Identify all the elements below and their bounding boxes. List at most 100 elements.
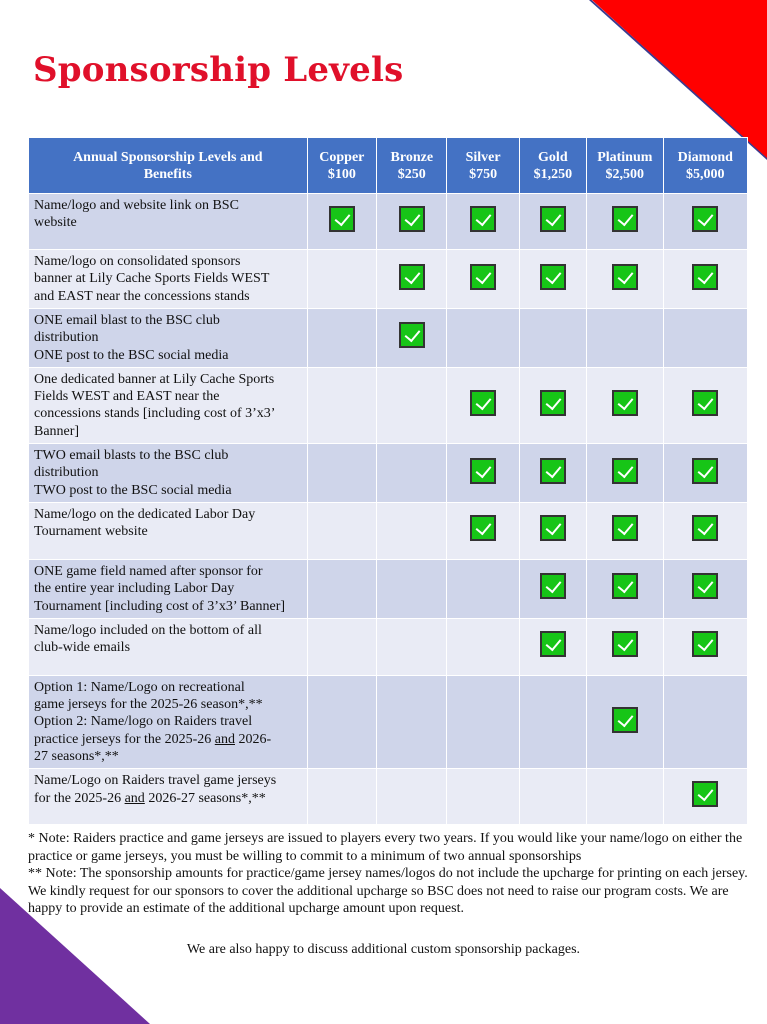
- table-row: Name/logo included on the bottom of all c…: [28, 617, 749, 676]
- benefit-line: website: [34, 215, 77, 231]
- benefit-cell: Name/Logo on Raiders travel game jerseys…: [28, 768, 308, 826]
- checkmark-icon: [611, 389, 638, 416]
- level-cell-copper: [306, 617, 378, 676]
- level-cell-bronze: [376, 617, 448, 676]
- benefit-line: Name/logo on consolidated sponsors: [34, 254, 241, 269]
- checkmark-icon: [470, 206, 497, 232]
- benefit-cell: Name/logo and website link on BSC website: [28, 193, 308, 250]
- level-cell-silver: [446, 308, 520, 368]
- checkmark-icon: [692, 781, 719, 808]
- footnote-upcharge: ** Note: The sponsorship amounts for pra…: [28, 866, 748, 916]
- level-cell-copper: [306, 674, 378, 770]
- level-cell-diamond: [662, 558, 749, 619]
- level-cell-platinum: [586, 308, 664, 368]
- level-cell-silver: [446, 617, 520, 676]
- level-cell-silver: [446, 558, 520, 619]
- level-cell-gold: [518, 617, 588, 676]
- level-cell-diamond: [662, 443, 749, 503]
- checkmark-icon: [470, 515, 497, 542]
- header-line: Benefits: [143, 166, 192, 182]
- level-cell-diamond: [662, 308, 749, 368]
- checkmark-icon: [611, 263, 638, 290]
- footnote-jersey-commitment: * Note: Raiders practice and game jersey…: [28, 831, 743, 864]
- checkmark-icon: [398, 263, 425, 290]
- benefit-line: the entire year including Labor Day: [34, 581, 235, 597]
- benefit-line: ONE game field named after sponsor for: [34, 563, 263, 579]
- checkmark-icon: [692, 263, 719, 290]
- checkmark-icon: [539, 573, 566, 600]
- level-cell-copper: [306, 558, 378, 619]
- level-cell-gold: [518, 674, 588, 770]
- checkmark-icon: [539, 263, 566, 290]
- level-header-gold: Gold $1,250: [518, 137, 588, 194]
- table-header-row: Annual Sponsorship Levels and Benefits Co…: [28, 137, 749, 194]
- level-price: $100: [327, 166, 356, 182]
- benefit-line: 27 seasons*,**: [34, 749, 119, 765]
- benefit-line: for the 2025-26 and 2026-27 seasons*,**: [34, 790, 266, 806]
- benefit-line: ONE post to the BSC social media: [34, 347, 229, 363]
- benefit-cell: Name/logo on the dedicated Labor Day Tour…: [28, 501, 308, 560]
- level-header-copper: Copper $100: [306, 137, 378, 194]
- level-cell-platinum: [586, 768, 664, 826]
- level-cell-bronze: [376, 768, 448, 826]
- level-cell-copper: [306, 443, 378, 503]
- level-cell-copper: [306, 308, 378, 368]
- level-cell-diamond: [662, 249, 749, 309]
- benefit-line: and EAST near the concessions stands: [34, 288, 250, 304]
- benefit-cell: One dedicated banner at Lily Cache Sport…: [28, 366, 308, 445]
- level-cell-diamond: [662, 193, 749, 250]
- level-cell-bronze: [376, 674, 448, 770]
- benefit-cell: Name/logo on consolidated sponsors banner…: [28, 249, 308, 309]
- checkmark-icon: [470, 457, 497, 484]
- level-cell-copper: [306, 193, 378, 250]
- level-cell-platinum: [586, 674, 664, 770]
- benefit-line: Option 2: Name/logo on Raiders travel: [34, 714, 253, 730]
- level-cell-silver: [446, 249, 520, 309]
- benefit-line: distribution: [34, 330, 99, 346]
- level-cell-silver: [446, 501, 520, 560]
- benefit-line: Tournament [including cost of 3’x3’ Bann…: [34, 598, 286, 614]
- level-cell-gold: [518, 558, 588, 619]
- footnotes: * Note: Raiders practice and game jersey…: [28, 830, 748, 918]
- level-cell-gold: [518, 366, 588, 445]
- checkmark-icon: [539, 515, 566, 542]
- checkmark-icon: [611, 631, 638, 658]
- level-price: $5,000: [686, 166, 725, 182]
- level-cell-diamond: [662, 768, 749, 826]
- level-name: Bronze: [390, 149, 434, 165]
- checkmark-icon: [470, 263, 497, 290]
- level-cell-gold: [518, 193, 588, 250]
- checkmark-icon: [611, 706, 638, 733]
- table-row: ONE game field named after sponsor for th…: [28, 558, 749, 619]
- checkmark-icon: [692, 515, 719, 542]
- checkmark-icon: [539, 389, 566, 416]
- level-cell-platinum: [586, 193, 664, 250]
- benefit-line: Name/logo on the dedicated Labor Day: [34, 506, 256, 522]
- level-cell-bronze: [376, 501, 448, 560]
- level-cell-gold: [518, 308, 588, 368]
- level-cell-platinum: [586, 366, 664, 445]
- level-cell-platinum: [586, 617, 664, 676]
- level-cell-gold: [518, 443, 588, 503]
- level-cell-platinum: [586, 443, 664, 503]
- level-cell-platinum: [586, 501, 664, 560]
- level-cell-silver: [446, 193, 520, 250]
- level-cell-diamond: [662, 674, 749, 770]
- closing-note: We are also happy to discuss additional …: [186, 942, 581, 957]
- table-row: Name/Logo on Raiders travel game jerseys…: [28, 768, 749, 826]
- benefit-line: One dedicated banner at Lily Cache Sport…: [34, 371, 275, 387]
- checkmark-icon: [692, 206, 719, 232]
- table-row: Name/logo on consolidated sponsors banner…: [28, 249, 749, 309]
- level-cell-bronze: [376, 558, 448, 619]
- benefit-line: Name/Logo on Raiders travel game jerseys: [34, 773, 277, 789]
- benefit-line: TWO post to the BSC social media: [34, 482, 232, 498]
- header-line: Annual Sponsorship Levels and: [73, 149, 263, 165]
- level-name: Copper: [319, 149, 365, 165]
- benefit-cell: ONE email blast to the BSC club distribut…: [28, 308, 308, 368]
- table-row: TWO email blasts to the BSC club distribu…: [28, 443, 749, 503]
- benefit-column-header: Annual Sponsorship Levels and Benefits: [28, 137, 308, 194]
- level-cell-silver: [446, 443, 520, 503]
- level-name: Diamond: [677, 149, 733, 165]
- table-row: ONE email blast to the BSC club distribut…: [28, 308, 749, 368]
- page-title: Sponsorship Levels: [33, 50, 404, 90]
